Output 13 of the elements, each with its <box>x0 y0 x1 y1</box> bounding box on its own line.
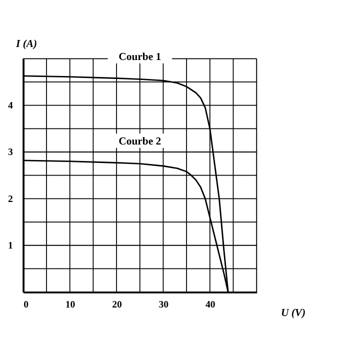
x-tick-label: 10 <box>65 300 76 311</box>
x-tick-label: 0 <box>24 300 29 311</box>
y-axis-title: I (A) <box>15 38 38 50</box>
x-axis-title: U (V) <box>280 307 306 320</box>
x-tick-label: 40 <box>205 300 216 311</box>
y-tick-label: 2 <box>8 194 14 205</box>
y-tick-label: 3 <box>8 147 14 158</box>
y-tick-label: 1 <box>8 240 14 252</box>
x-tick-label: 30 <box>158 300 169 311</box>
series-label: Courbe 1 <box>118 50 162 63</box>
y-tick-label: 4 <box>8 100 14 112</box>
x-tick-label: 20 <box>112 300 122 311</box>
series-label: Courbe 2 <box>118 135 162 148</box>
